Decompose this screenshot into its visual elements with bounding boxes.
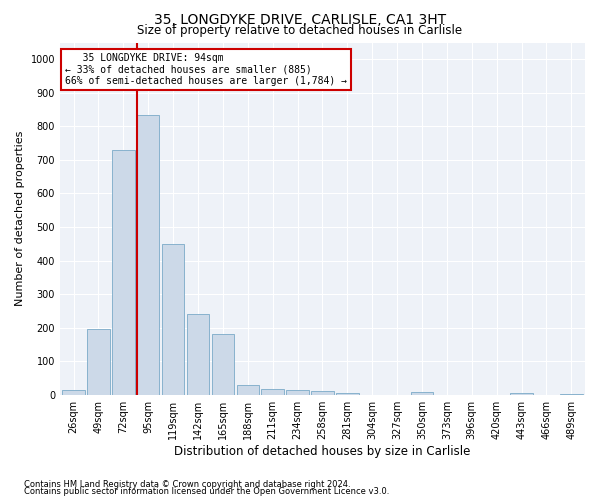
Bar [311,390,334,394]
Bar [511,393,533,394]
Bar [286,390,309,394]
Y-axis label: Number of detached properties: Number of detached properties [15,131,25,306]
X-axis label: Distribution of detached houses by size in Carlisle: Distribution of detached houses by size … [174,444,470,458]
Text: 35, LONGDYKE DRIVE, CARLISLE, CA1 3HT: 35, LONGDYKE DRIVE, CARLISLE, CA1 3HT [154,12,446,26]
Bar [87,330,110,394]
Text: Contains public sector information licensed under the Open Government Licence v3: Contains public sector information licen… [24,488,389,496]
Text: 35 LONGDYKE DRIVE: 94sqm
← 33% of detached houses are smaller (885)
66% of semi-: 35 LONGDYKE DRIVE: 94sqm ← 33% of detach… [65,53,347,86]
Text: Size of property relative to detached houses in Carlisle: Size of property relative to detached ho… [137,24,463,37]
Bar [262,389,284,394]
Bar [62,390,85,394]
Bar [236,384,259,394]
Bar [187,314,209,394]
Bar [212,334,234,394]
Bar [162,244,184,394]
Bar [137,114,160,394]
Bar [411,392,433,394]
Bar [112,150,134,394]
Text: Contains HM Land Registry data © Crown copyright and database right 2024.: Contains HM Land Registry data © Crown c… [24,480,350,489]
